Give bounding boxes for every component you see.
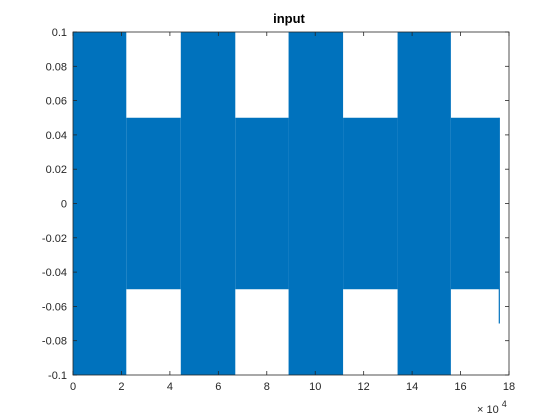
y-tick-label: 0.08 bbox=[46, 61, 67, 73]
y-tick-label: 0.06 bbox=[46, 96, 67, 108]
signal-envelope-segment-8 bbox=[450, 117, 500, 290]
y-tick-label: -0.06 bbox=[42, 301, 67, 313]
y-tick-label: -0.08 bbox=[42, 336, 67, 348]
x-axis-exponent: × 10 4 bbox=[477, 399, 507, 416]
y-tick-label: -0.04 bbox=[42, 267, 67, 279]
signal-envelope-segment-6 bbox=[343, 117, 398, 290]
x-tick-label: 6 bbox=[215, 381, 221, 393]
y-tick-label: 0.02 bbox=[46, 164, 67, 176]
y-tick-label: 0.1 bbox=[52, 27, 67, 39]
x-tick-label: 12 bbox=[358, 381, 370, 393]
y-tick-label: -0.02 bbox=[42, 233, 67, 245]
x-tick-label: 10 bbox=[309, 381, 321, 393]
x-tick-label: 18 bbox=[503, 381, 515, 393]
x-axis-exponent-base: × 10 bbox=[477, 404, 499, 416]
signal-envelope-segment-5 bbox=[288, 32, 344, 375]
tick-layer: 0 2 4 6 8 10 12 14 16 18 -0.1 -0.08 -0.06 -0.04 -0.02 0… bbox=[42, 27, 515, 393]
signal-envelope-segment-4 bbox=[235, 117, 289, 290]
x-axis-exponent-power: 4 bbox=[502, 399, 507, 409]
y-tick-label: 0 bbox=[61, 199, 67, 211]
x-tick-label: 4 bbox=[167, 381, 173, 393]
signal-envelope-segment-1 bbox=[73, 32, 127, 375]
signal-envelope-segment-3 bbox=[180, 32, 236, 375]
y-tick-label: 0.04 bbox=[46, 130, 67, 142]
signal-envelope-segment-2 bbox=[126, 117, 181, 290]
x-tick-label: 14 bbox=[406, 381, 418, 393]
x-tick-label: 8 bbox=[264, 381, 270, 393]
x-tick-label: 2 bbox=[118, 381, 124, 393]
data-layer bbox=[73, 32, 500, 375]
signal-envelope-segment-7 bbox=[397, 32, 451, 375]
x-tick-label: 16 bbox=[454, 381, 466, 393]
x-tick-label: 0 bbox=[70, 381, 76, 393]
y-tick-label: -0.1 bbox=[48, 370, 67, 382]
chart-title: input bbox=[273, 11, 305, 26]
